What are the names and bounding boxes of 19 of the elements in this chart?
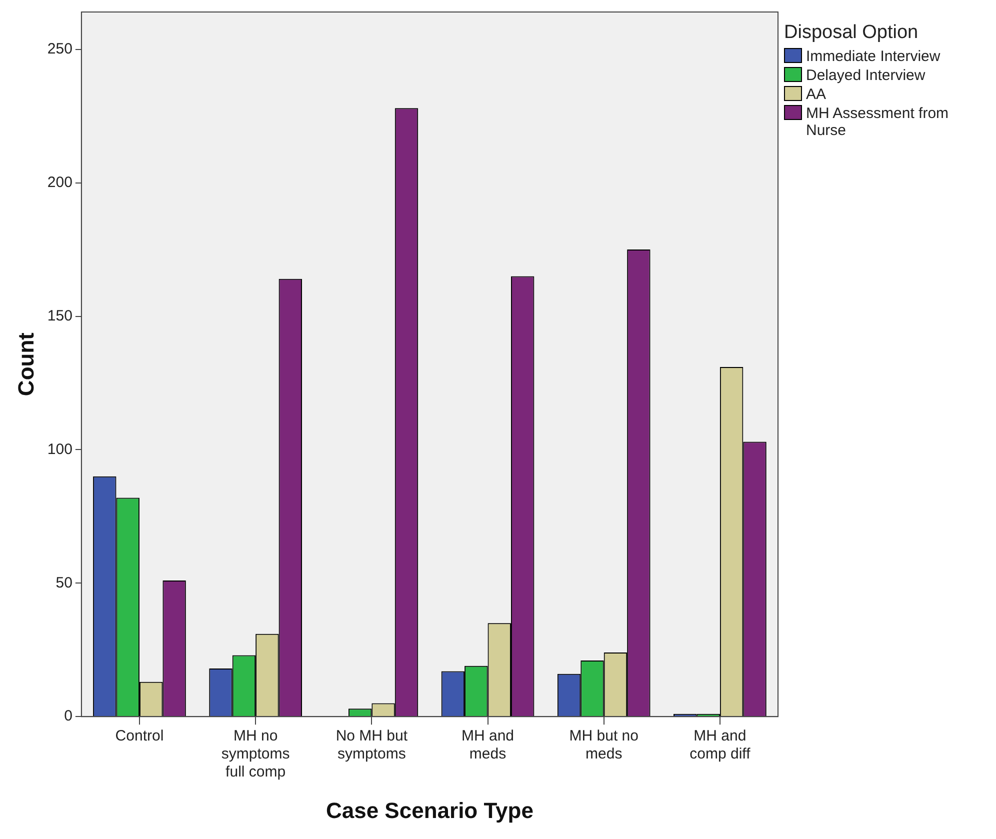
- legend-label: AA: [806, 86, 828, 103]
- legend-label: Delayed Interview: [806, 67, 926, 84]
- x-tick-label: No MH but symptoms: [336, 728, 408, 763]
- y-tick-label: 0: [64, 708, 72, 725]
- x-tick-label: MH no symptoms full comp: [221, 728, 290, 781]
- y-tick-label: 50: [56, 574, 72, 592]
- y-tick-label: 150: [47, 307, 72, 324]
- y-tick-label: 250: [47, 40, 72, 58]
- x-axis-title: Case Scenario Type: [326, 798, 534, 823]
- legend-label: MH Assessment from Nurse: [806, 105, 950, 139]
- y-axis-title: Count: [13, 332, 38, 396]
- y-tick-label: 100: [47, 440, 72, 458]
- x-tick-label: MH and comp diff: [690, 728, 752, 763]
- x-tick-label: MH but no meds: [569, 728, 638, 763]
- legend-title: Disposal Option: [784, 22, 920, 44]
- x-tick-label: Control: [115, 728, 164, 745]
- x-tick-label: MH and meds: [461, 728, 514, 763]
- y-tick-label: 200: [47, 174, 72, 191]
- legend-label: Immediate Interview: [806, 48, 942, 65]
